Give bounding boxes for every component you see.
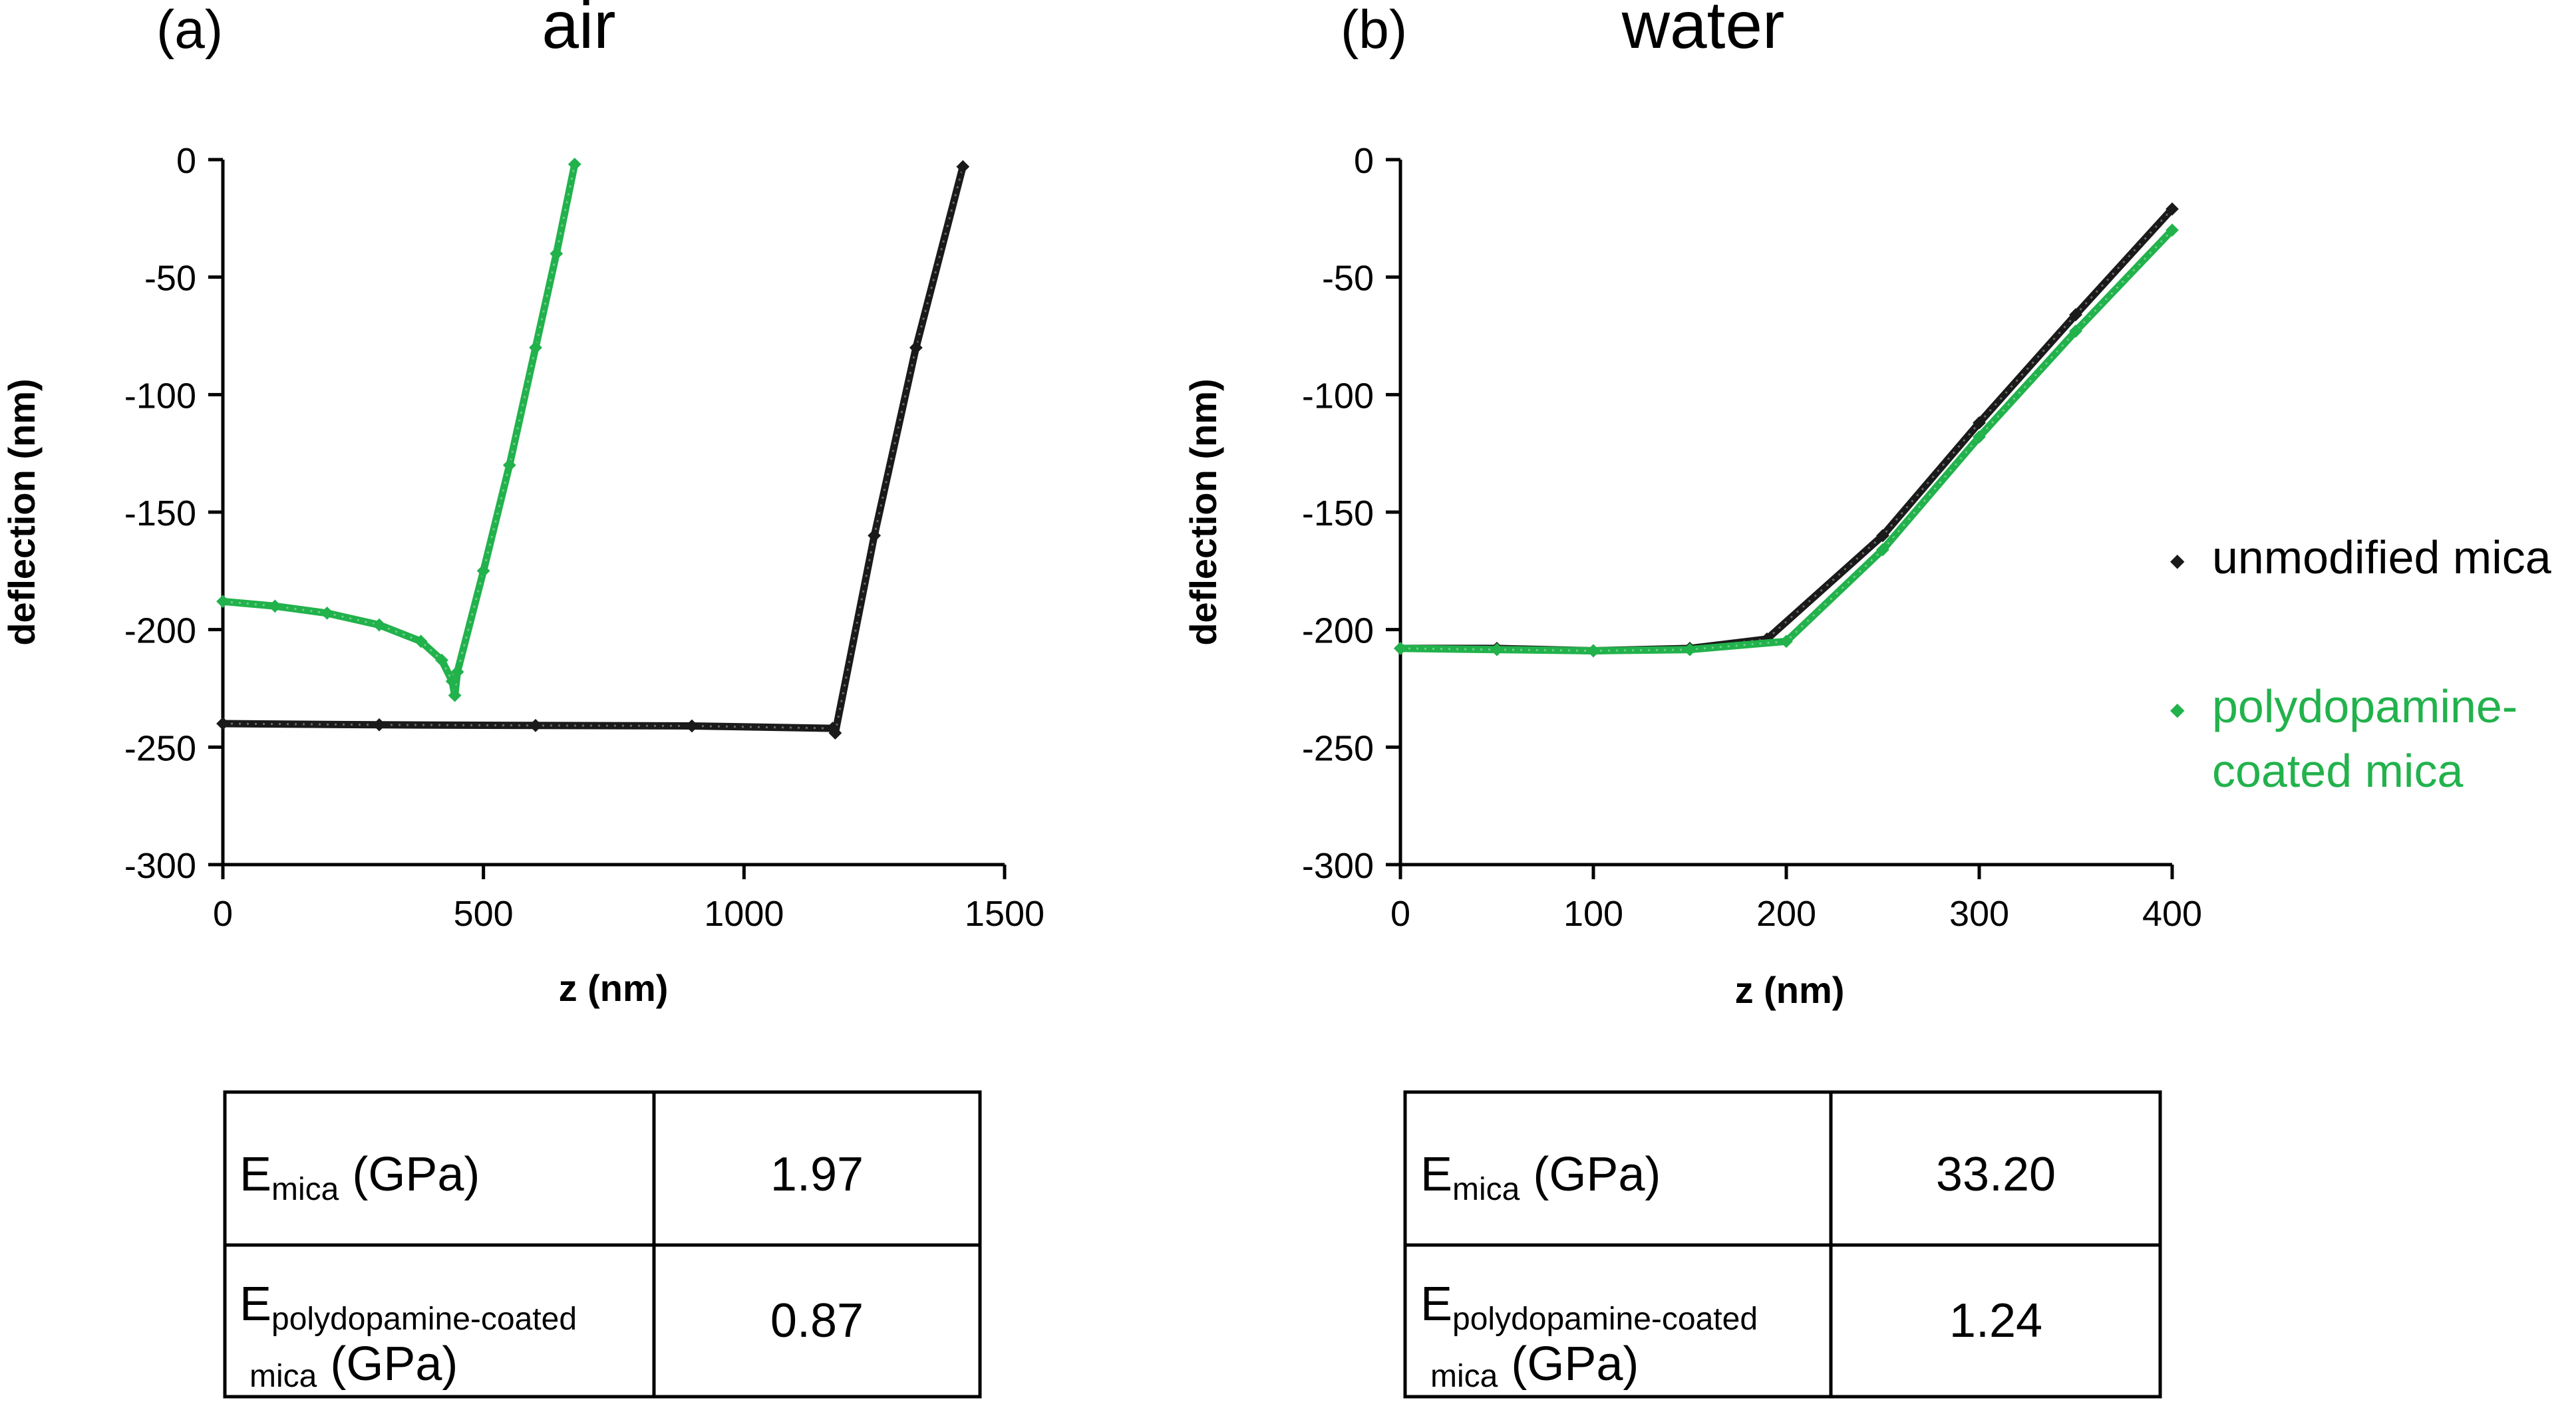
- panel-a-data-point: [550, 247, 564, 261]
- panel-a-ytick-label: -150: [124, 493, 196, 533]
- legend: ◆ unmodified mica ◆ polydopamine- coated…: [2170, 531, 2551, 797]
- panel-a-data-point: [320, 607, 334, 620]
- panel-a-ytick-label: -200: [124, 611, 196, 651]
- panel-a-xtick-label: 500: [454, 894, 514, 934]
- table-a-row2-label-line1: Epolydopamine-coated: [240, 1278, 577, 1337]
- table-b-row2-value: 1.24: [1949, 1294, 2042, 1347]
- panel-b-ytick-label: -150: [1302, 493, 1374, 533]
- panel-b-ytick-label: -100: [1302, 376, 1374, 416]
- panel-a-x-ticks: 0 500 1000 1500: [213, 865, 1045, 934]
- panel-b-data-point: [1683, 642, 1696, 656]
- panel-b-ytick-label: -50: [1322, 259, 1374, 299]
- panel-a-data-point: [909, 341, 923, 354]
- panel-b-x-ticks: 0 100 200 300 400: [1390, 865, 2202, 934]
- panel-b-series-polydopamine-texture: [1400, 229, 2174, 652]
- table-b-row2-label-line1: Epolydopamine-coated: [1420, 1278, 1758, 1337]
- panel-b-ytick-label: -200: [1302, 611, 1374, 651]
- panel-b-ylabel: deflection (nm): [1182, 378, 1224, 645]
- panel-b-ytick-label: -250: [1302, 728, 1374, 768]
- panel-a-data-point: [685, 719, 699, 733]
- panel-b-ytick-label: 0: [1354, 141, 1374, 181]
- table-b: Emica (GPa) 33.20 Epolydopamine-coated m…: [1403, 1090, 2162, 1399]
- panel-a-ytick-label: -50: [144, 259, 196, 299]
- table-a: Emica (GPa) 1.97 Epolydopamine-coated mi…: [223, 1090, 982, 1399]
- panel-b-xtick-label: 100: [1563, 894, 1623, 934]
- panel-a-data-point: [268, 599, 282, 613]
- legend-label-polydopamine-line1: polydopamine-: [2212, 680, 2517, 732]
- panel-a-series-unmodified-line: [219, 163, 967, 737]
- panel-b-series: [1394, 202, 2179, 658]
- panel-a-xtick-label: 1000: [704, 894, 784, 934]
- panel-a-ytick-label: -100: [124, 376, 196, 416]
- panel-a-data-point: [828, 726, 842, 740]
- legend-marker-unmodified: ◆: [2170, 550, 2185, 571]
- panel-a-ytick-label: -300: [124, 846, 196, 886]
- panel-b-xtick-label: 0: [1390, 894, 1410, 934]
- table-a-row2-label-line2: mica (GPa): [249, 1337, 458, 1394]
- legend-marker-polydopamine: ◆: [2170, 699, 2185, 720]
- table-a-row1-label: Emica (GPa): [240, 1148, 480, 1207]
- panel-a-data-point: [529, 718, 542, 732]
- panel-b-data-point: [1394, 642, 1407, 655]
- panel-a-data-point: [216, 595, 230, 609]
- table-b-row2-label-line2: mica (GPa): [1430, 1337, 1639, 1394]
- panel-b-series-polydopamine-line: [1396, 226, 2176, 654]
- panel-a-xtick-label: 0: [213, 894, 233, 934]
- panel-b-label: (b): [1341, 0, 1407, 60]
- table-a-row1-value: 1.97: [770, 1148, 864, 1201]
- panel-b-xlabel: z (nm): [1735, 969, 1845, 1011]
- panel-b-title: water: [1621, 0, 1785, 63]
- panel-a: (a) air 0 -50 -100 -150 -200 -250 -300 0 500 100…: [1, 0, 1045, 1009]
- panel-a-data-point: [373, 618, 386, 632]
- panel-a-ytick-label: -250: [124, 728, 196, 768]
- panel-a-xtick-label: 1500: [965, 894, 1045, 934]
- table-a-row2-value: 0.87: [770, 1294, 864, 1347]
- panel-a-data-point: [868, 529, 882, 543]
- panel-b-y-ticks: 0 -50 -100 -150 -200 -250 -300: [1302, 141, 1400, 886]
- panel-b-data-point: [2166, 223, 2179, 237]
- panel-b: (b) water 0 -50 -100 -150 -200 -250 -300 0 100 2…: [1182, 0, 2202, 1011]
- panel-b-xtick-label: 300: [1949, 894, 2009, 934]
- panel-a-ytick-label: 0: [176, 141, 196, 181]
- panel-b-data-point: [2166, 202, 2179, 216]
- panel-b-data-point: [1490, 642, 1504, 656]
- table-b-row1-label: Emica (GPa): [1420, 1148, 1661, 1207]
- panel-a-series-polydopamine-texture: [222, 164, 576, 696]
- panel-a-ylabel: deflection (nm): [1, 378, 43, 645]
- panel-b-series-unmodified-line: [1396, 205, 2176, 654]
- panel-a-data-point: [445, 674, 459, 688]
- panel-a-data-point: [373, 718, 386, 732]
- panel-a-label: (a): [156, 0, 223, 60]
- panel-b-data-point: [2069, 308, 2082, 322]
- panel-a-series-polydopamine-line: [219, 160, 579, 700]
- panel-a-y-ticks: 0 -50 -100 -150 -200 -250 -300: [124, 141, 223, 886]
- panel-a-series-unmodified-texture: [222, 166, 964, 736]
- legend-label-unmodified: unmodified mica: [2212, 531, 2551, 583]
- panel-b-data-point: [1587, 644, 1600, 658]
- panel-b-xtick-label: 400: [2142, 894, 2202, 934]
- panel-a-xlabel: z (nm): [559, 967, 669, 1009]
- panel-a-series: [216, 158, 970, 740]
- table-b-row1-value: 33.20: [1936, 1148, 2056, 1201]
- panel-a-data-point: [435, 653, 448, 667]
- panel-b-series-unmodified-texture: [1400, 208, 2174, 652]
- panel-a-data-point: [216, 717, 230, 730]
- panel-a-title: air: [542, 0, 615, 63]
- panel-b-ytick-label: -300: [1302, 846, 1374, 886]
- panel-a-data-point: [956, 160, 970, 174]
- panel-b-xtick-label: 200: [1756, 894, 1816, 934]
- panel-a-data-point: [448, 688, 462, 702]
- legend-label-polydopamine-line2: coated mica: [2212, 745, 2463, 797]
